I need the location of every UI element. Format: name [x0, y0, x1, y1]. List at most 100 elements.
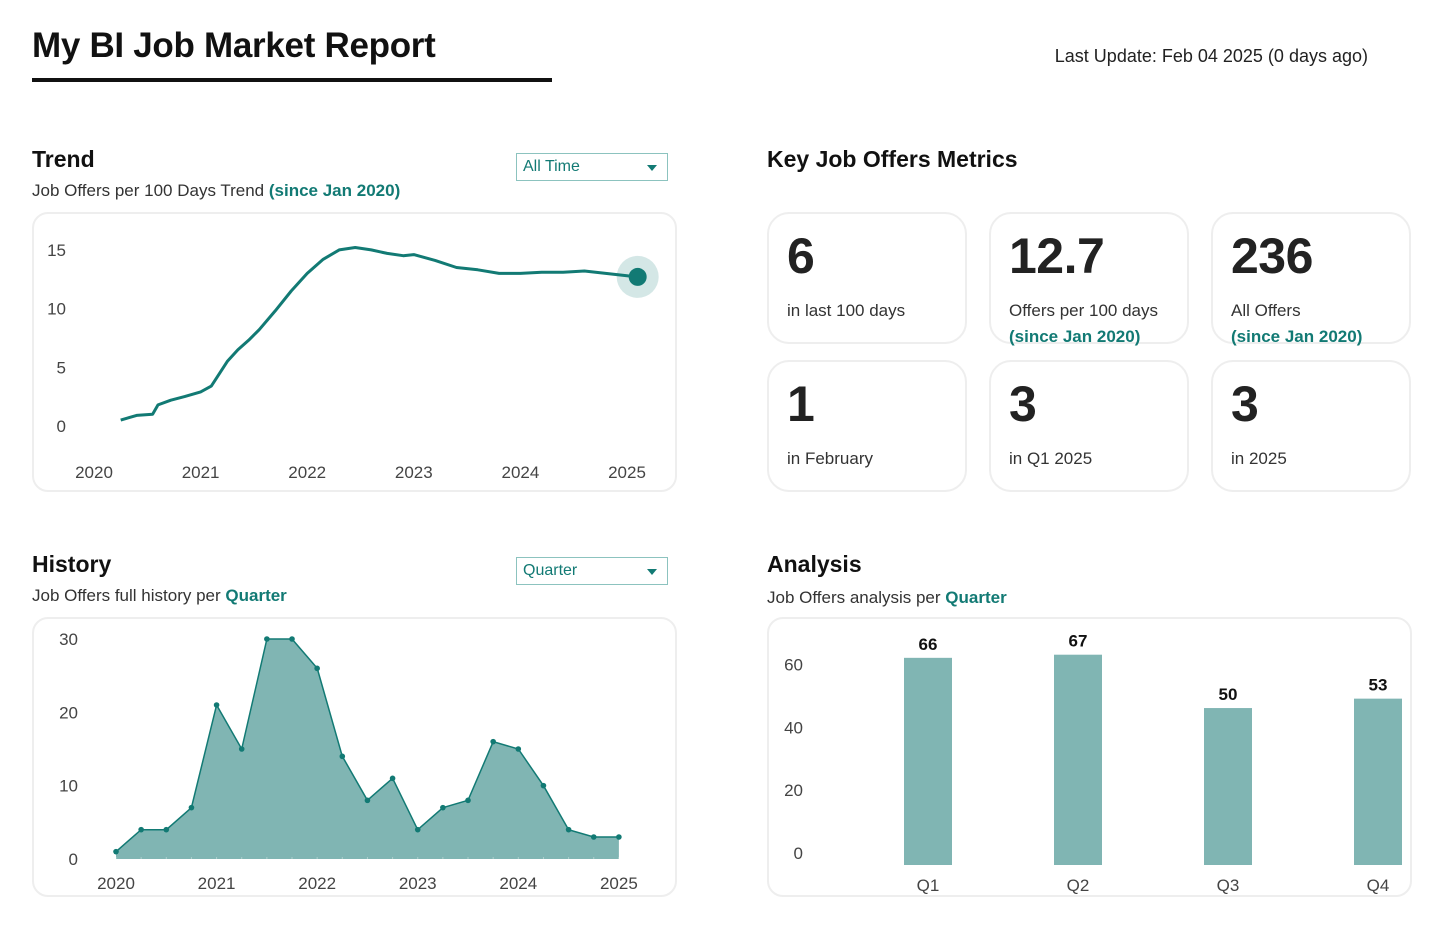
trend-subtitle-accent: (since Jan 2020): [268, 181, 401, 200]
metric-value: 236: [1231, 228, 1313, 284]
y-tick-label: 10: [59, 777, 78, 796]
history-granularity-dropdown[interactable]: Quarter: [516, 557, 668, 585]
bar-q3: [1204, 708, 1252, 865]
y-tick-label: 10: [47, 300, 66, 319]
x-tick-label: 2025: [608, 463, 646, 482]
last-update-text: Last Update: Feb 04 2025 (0 days ago): [1054, 46, 1368, 66]
x-tick-label: 2021: [182, 463, 220, 482]
chevron-down-icon: [647, 165, 657, 171]
trend-chart: 0 5 10 15 2020 2021 2022 2023 2024 2025: [47, 241, 659, 482]
history-subtitle-text: Job Offers full history per: [32, 586, 221, 605]
metric-card-all-offers: 236 All Offers (since Jan 2020): [1211, 212, 1411, 346]
analysis-subtitle-text: Job Offers analysis per: [767, 588, 941, 607]
trend-period-selected: All Time: [523, 158, 580, 175]
bar-q4: [1354, 698, 1402, 865]
metric-label: in 2025: [1231, 449, 1287, 468]
x-tick-label: 2020: [97, 874, 135, 893]
y-tick-label: 20: [784, 781, 803, 800]
history-data-point: [414, 826, 421, 833]
history-subtitle-accent: Quarter: [225, 586, 287, 605]
analysis-subtitle-accent: Quarter: [945, 588, 1007, 607]
y-tick-label: 60: [784, 656, 803, 675]
bar-q2: [1054, 654, 1102, 865]
y-tick-label: 15: [47, 241, 66, 260]
title-underline: [32, 78, 552, 82]
history-title: History: [32, 551, 112, 577]
trend-title: Trend: [32, 146, 95, 172]
trend-period-dropdown[interactable]: All Time: [516, 153, 668, 181]
history-data-point: [389, 775, 396, 782]
history-data-point: [213, 702, 220, 708]
y-tick-label: 5: [57, 358, 66, 377]
x-tick-label: 2025: [600, 874, 638, 893]
history-data-point: [440, 804, 446, 811]
history-data-point: [565, 826, 572, 833]
history-data-point: [465, 797, 471, 804]
metric-value: 6: [787, 228, 815, 284]
metric-value: 12.7: [1009, 228, 1105, 284]
x-tick-label: 2022: [298, 874, 336, 893]
y-tick-label: 20: [59, 703, 78, 722]
metric-label: in last 100 days: [787, 301, 906, 320]
metric-card-february: 1 in February: [767, 360, 967, 492]
bar-value-label: 53: [1369, 676, 1388, 695]
bar-value-label: 66: [919, 635, 938, 654]
trend-series-line: [120, 246, 638, 422]
metric-label: Offers per 100 days: [1009, 301, 1158, 320]
x-tick-label: Q3: [1217, 876, 1240, 895]
y-tick-label: 30: [59, 630, 78, 649]
y-tick-label: 0: [794, 844, 803, 863]
x-tick-label: Q2: [1067, 876, 1090, 895]
history-area-fill: [116, 639, 619, 859]
history-data-point: [515, 746, 522, 752]
x-tick-label: Q1: [917, 876, 940, 895]
x-tick-label: 2023: [399, 874, 437, 893]
history-data-point: [364, 797, 371, 804]
bar-value-label: 50: [1219, 685, 1238, 704]
metrics-title: Key Job Offers Metrics: [767, 146, 1018, 172]
x-tick-label: 2022: [288, 463, 326, 482]
history-data-point: [314, 665, 320, 672]
x-tick-label: 2020: [75, 463, 113, 482]
x-tick-label: 2024: [499, 874, 537, 893]
metric-value: 3: [1009, 376, 1037, 432]
analysis-chart: 0 20 40 60 66 Q1 67 Q2 50 Q3 53 Q4: [784, 632, 1402, 895]
y-tick-label: 0: [57, 417, 66, 436]
analysis-chart-card: 0 20 40 60 66 Q1 67 Q2 50 Q3 53 Q4: [767, 617, 1412, 897]
history-data-point: [138, 826, 144, 833]
analysis-title: Analysis: [767, 551, 862, 577]
x-tick-label: 2023: [395, 463, 433, 482]
trend-highlight-point: [628, 267, 647, 286]
chevron-down-icon: [647, 569, 657, 575]
history-data-point: [590, 834, 597, 840]
y-tick-label: 0: [69, 850, 78, 869]
history-data-point: [540, 782, 547, 789]
y-tick-label: 40: [784, 718, 803, 737]
trend-subtitle-text: Job Offers per 100 Days Trend: [32, 181, 265, 200]
trend-subtitle: Job Offers per 100 Days Trend (since Jan…: [32, 181, 400, 201]
x-tick-label: Q4: [1367, 876, 1390, 895]
metric-value: 3: [1231, 376, 1259, 432]
metric-card-q1-2025: 3 in Q1 2025: [989, 360, 1189, 492]
x-tick-label: 2024: [502, 463, 540, 482]
history-granularity-selected: Quarter: [523, 562, 578, 579]
bar-value-label: 67: [1069, 632, 1088, 651]
history-data-point: [490, 738, 496, 745]
metric-note: (since Jan 2020): [1231, 327, 1363, 346]
history-data-point: [188, 804, 195, 811]
metric-value: 1: [787, 376, 815, 432]
page-title: My BI Job Market Report: [32, 26, 436, 65]
history-data-point: [289, 636, 295, 642]
metric-label: in February: [787, 449, 873, 468]
bar-q1: [904, 657, 952, 865]
history-data-point: [339, 753, 346, 760]
metric-card-last-100-days: 6 in last 100 days: [767, 212, 967, 344]
metric-card-2025: 3 in 2025: [1211, 360, 1411, 492]
metric-card-offers-per-100-days: 12.7 Offers per 100 days (since Jan 2020…: [989, 212, 1189, 346]
history-chart: 0 10 20 30 2020 2021 2022 2023 2024 2025: [59, 630, 638, 893]
history-chart-card: 0 10 20 30 2020 2021 2022 2023 2024 2025: [32, 617, 677, 897]
analysis-subtitle: Job Offers analysis per Quarter: [767, 588, 1007, 608]
trend-chart-card: 0 5 10 15 2020 2021 2022 2023 2024 2025: [32, 212, 677, 492]
x-tick-label: 2021: [198, 874, 236, 893]
metric-note: (since Jan 2020): [1009, 327, 1141, 346]
